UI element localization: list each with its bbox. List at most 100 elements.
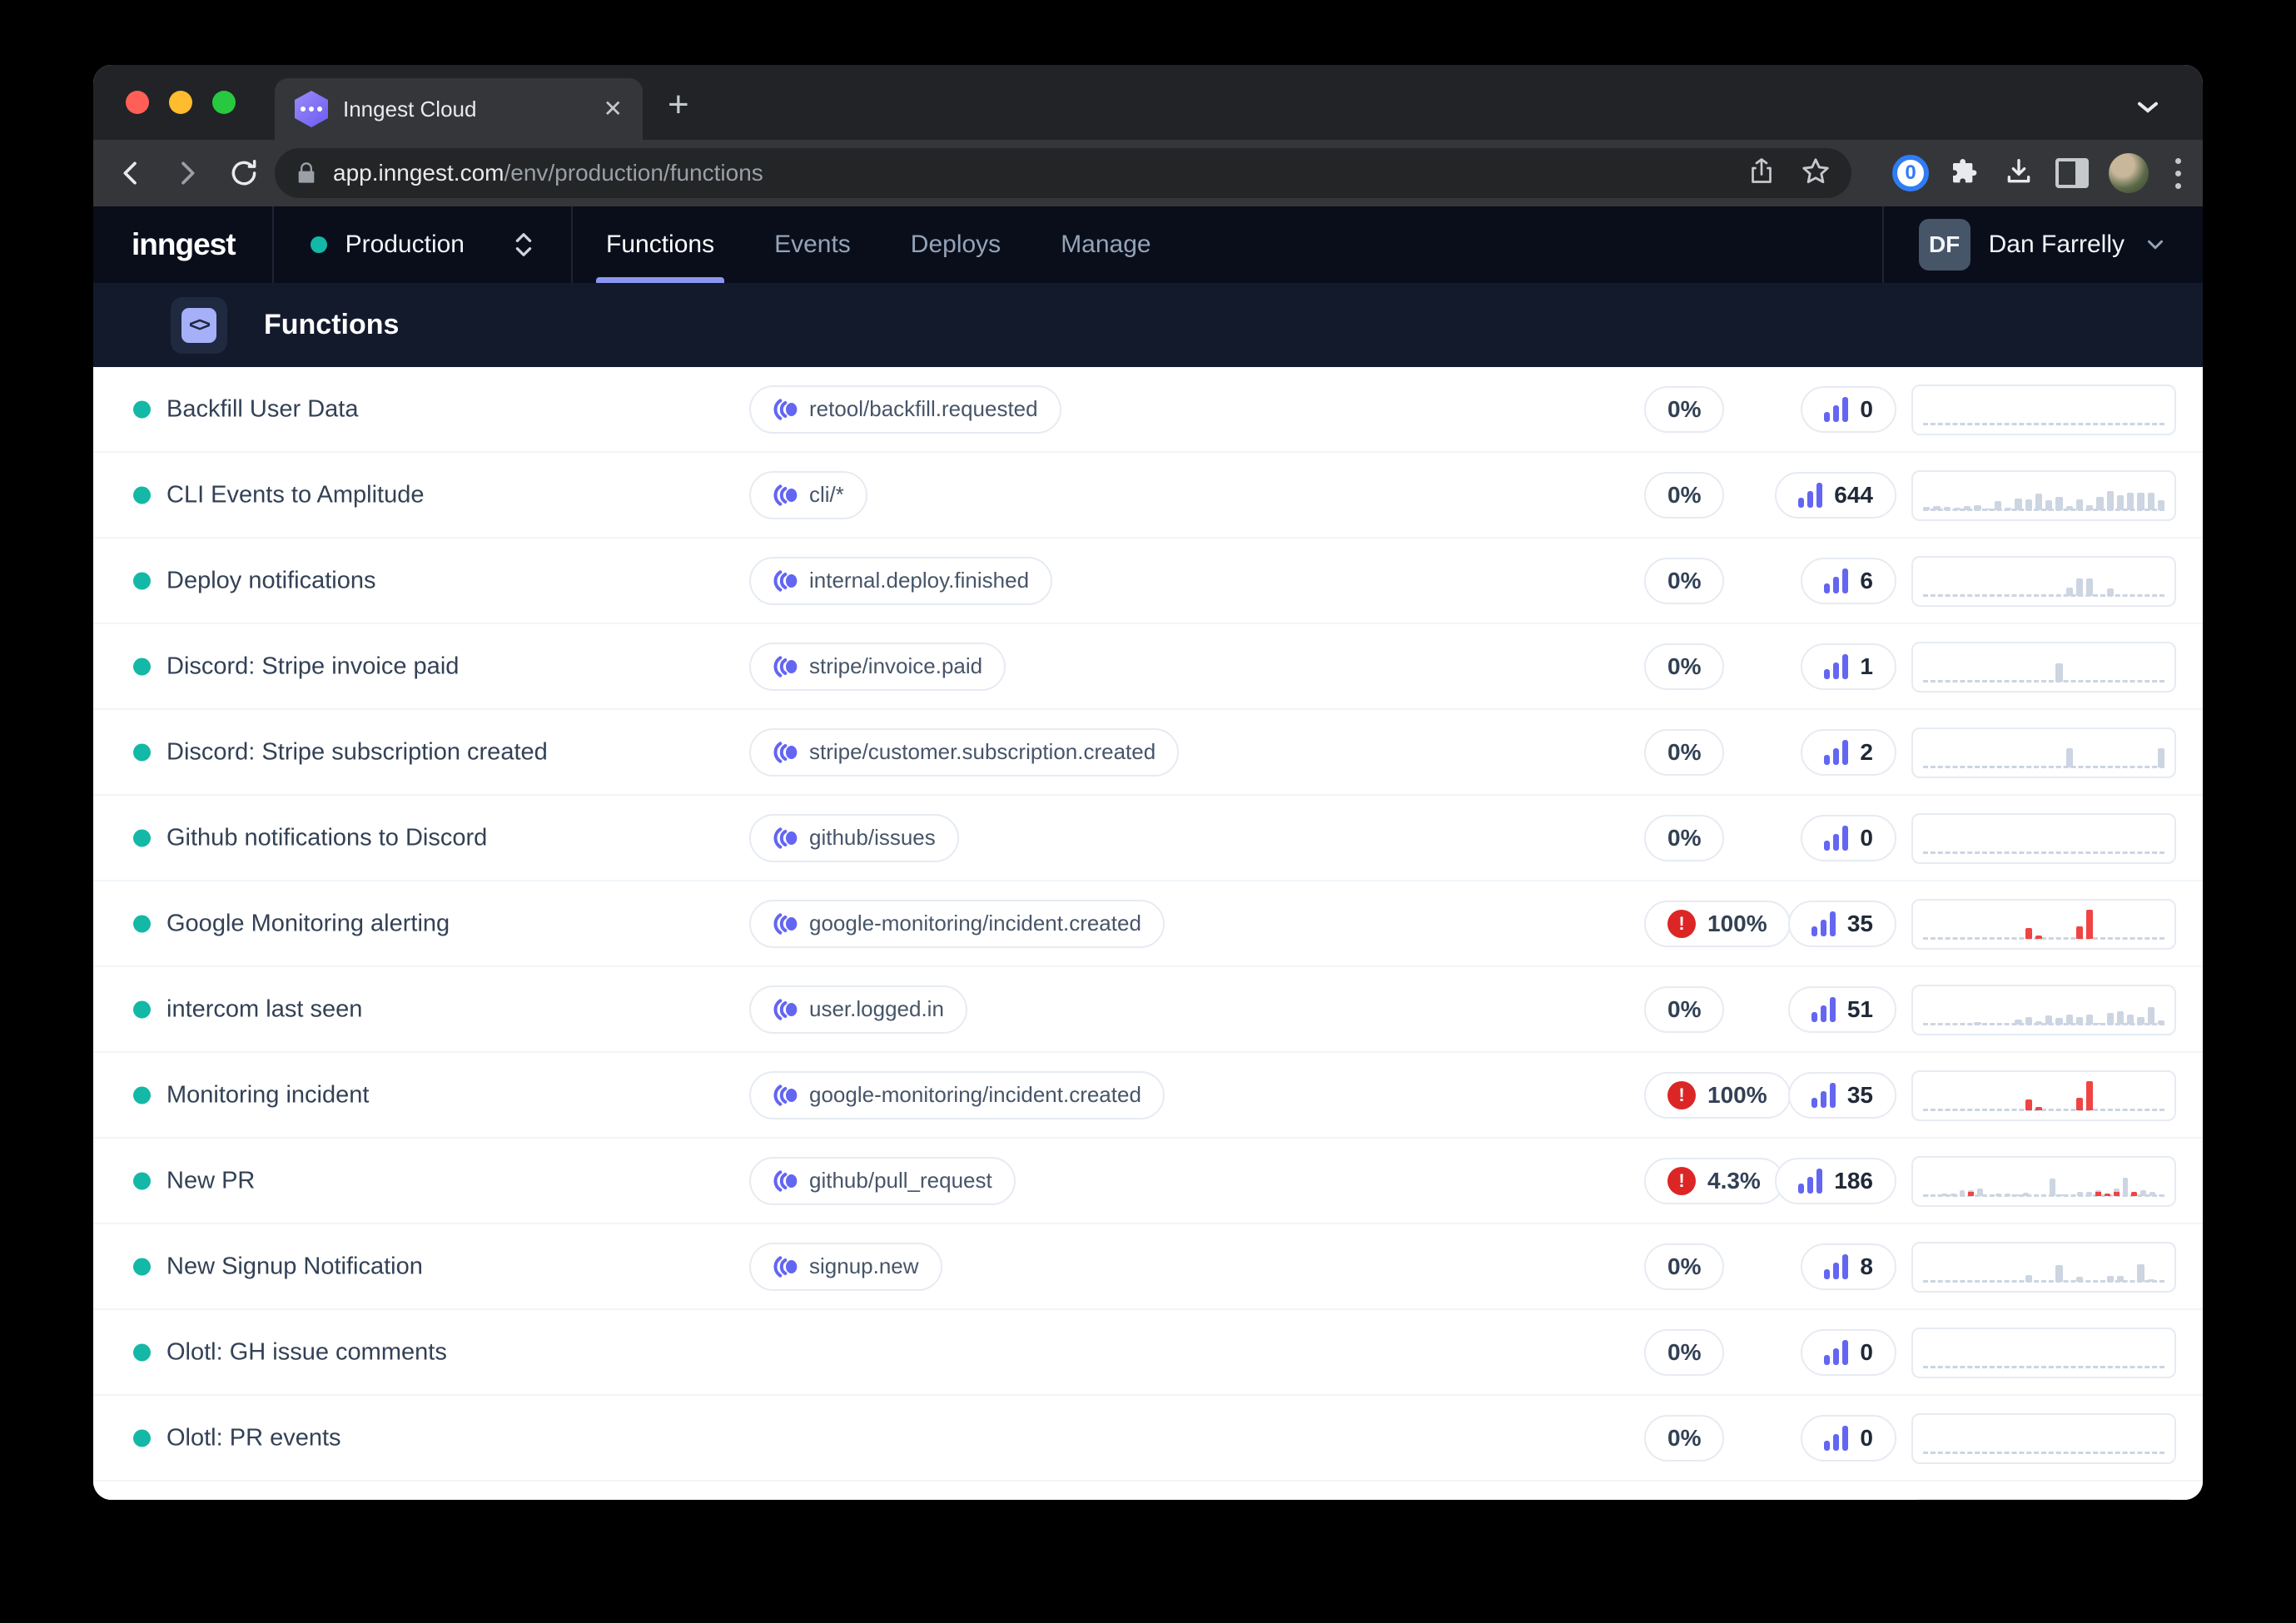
reload-button[interactable] [225, 154, 263, 192]
traffic-lights[interactable] [126, 91, 236, 114]
activity-sparkline [1911, 985, 2176, 1035]
event-trigger-badge: stripe/customer.subscription.created [749, 727, 1180, 777]
function-row[interactable]: Discord: Stripe invoice paid stripe/invoi… [93, 624, 2203, 710]
extensions-puzzle-icon[interactable] [1949, 155, 1982, 192]
event-trigger-icon [773, 1084, 798, 1106]
bar-chart-icon [1811, 1082, 1836, 1108]
tab-manage[interactable]: Manage [1061, 231, 1151, 258]
run-count-value: 35 [1846, 910, 1873, 936]
function-row[interactable]: CLI Events to Amplitude cli/* 0% 644 [93, 453, 2203, 539]
function-row[interactable] [93, 1482, 2203, 1500]
minimize-window-button[interactable] [169, 91, 192, 114]
run-count-value: 51 [1846, 995, 1873, 1022]
zoom-window-button[interactable] [212, 91, 236, 114]
failure-rate-badge: 0% [1644, 814, 1725, 861]
event-trigger-name: stripe/customer.subscription.created [809, 739, 1156, 764]
function-status-dot [133, 486, 151, 504]
function-row[interactable]: New Signup Notification signup.new 0% 8 [93, 1224, 2203, 1310]
event-trigger-badge: google-monitoring/incident.created [749, 1070, 1165, 1119]
tab-events[interactable]: Events [774, 231, 851, 258]
failure-rate-badge: 0% [1644, 643, 1725, 690]
sparkline-baseline [1923, 594, 2164, 597]
url-bar[interactable]: app.inngest.com/env/production/functions [275, 148, 1851, 198]
function-name: intercom last seen [166, 995, 363, 1022]
browser-window: Inngest Cloud ✕ + app.inngest.com/env/pr… [93, 65, 2203, 1500]
function-name: Backfill User Data [166, 395, 359, 422]
run-count-badge: 0 [1801, 1328, 1896, 1376]
function-row[interactable]: Olotl: GH issue comments 0% 0 [93, 1310, 2203, 1396]
functions-icon-box: <> [171, 296, 227, 354]
tab-close-icon[interactable]: ✕ [603, 96, 623, 122]
activity-sparkline [1911, 1413, 2176, 1464]
sparkline-baseline [1923, 766, 2164, 768]
activity-sparkline [1911, 556, 2176, 607]
run-count-badge: 8 [1801, 1243, 1896, 1290]
onepassword-extension-icon[interactable]: 0 [1892, 155, 1929, 191]
activity-sparkline [1911, 1156, 2176, 1207]
event-trigger-icon [773, 1169, 798, 1192]
failure-rate-value: 0% [1667, 395, 1702, 422]
bar-chart-icon [1824, 1339, 1849, 1365]
app-nav: inngest Production Functions Events Deploy… [93, 206, 2203, 283]
environment-label: Production [345, 231, 465, 258]
run-count-value: 35 [1846, 1081, 1873, 1108]
tab-search-chevron-icon[interactable] [2131, 90, 2164, 127]
event-trigger-icon [773, 398, 798, 420]
page-header: <> Functions [93, 283, 2203, 367]
run-count-badge: 0 [1801, 814, 1896, 861]
run-count-badge: 35 [1787, 1071, 1896, 1119]
forward-button[interactable] [168, 154, 206, 192]
browser-tab[interactable]: Inngest Cloud ✕ [275, 78, 643, 140]
function-name: Olotl: PR events [166, 1424, 341, 1451]
lock-icon [298, 162, 315, 183]
user-menu[interactable]: DF Dan Farrelly [1884, 219, 2203, 270]
sparkline-baseline [1923, 509, 2164, 511]
sparkline-baseline [1923, 1366, 2164, 1368]
function-row[interactable]: Monitoring incident google-monitoring/inc… [93, 1053, 2203, 1139]
function-row[interactable]: New PR github/pull_request! 4.3% 186 [93, 1139, 2203, 1224]
event-trigger-icon [773, 912, 798, 935]
function-row[interactable]: Backfill User Data retool/backfill.reques… [93, 367, 2203, 453]
downloads-icon[interactable] [2002, 155, 2035, 192]
nav-tabs: Functions Events Deploys Manage [595, 206, 1151, 283]
function-row[interactable]: intercom last seen user.logged.in 0% 51 [93, 967, 2203, 1053]
environment-chevrons-icon [513, 231, 534, 259]
run-count-value: 1 [1860, 653, 1873, 679]
failure-rate-value: 0% [1667, 1424, 1702, 1451]
failure-rate-value: 0% [1667, 1253, 1702, 1279]
function-status-dot [133, 743, 151, 761]
failure-rate-badge: ! 100% [1644, 1071, 1791, 1119]
bookmark-star-icon[interactable] [1800, 156, 1831, 191]
failure-rate-badge: 0% [1644, 728, 1725, 776]
tab-strip: Inngest Cloud ✕ + [93, 65, 2203, 140]
new-tab-button[interactable]: + [668, 84, 689, 125]
event-trigger-icon [773, 741, 798, 763]
event-trigger-name: stripe/invoice.paid [809, 653, 983, 678]
run-count-value: 0 [1860, 824, 1873, 851]
function-name: Google Monitoring alerting [166, 910, 450, 936]
tab-deploys[interactable]: Deploys [910, 231, 1001, 258]
function-status-dot [133, 1000, 151, 1018]
function-row[interactable]: Google Monitoring alerting google-monitor… [93, 881, 2203, 967]
back-button[interactable] [112, 154, 150, 192]
close-window-button[interactable] [126, 91, 149, 114]
activity-sparkline [1911, 1070, 2176, 1121]
function-row[interactable]: Deploy notifications internal.deploy.fini… [93, 539, 2203, 624]
environment-switcher[interactable]: Production [274, 206, 571, 283]
side-panel-icon[interactable] [2055, 158, 2089, 188]
function-row[interactable]: Discord: Stripe subscription created stri… [93, 710, 2203, 796]
function-name: Github notifications to Discord [166, 824, 488, 851]
bar-chart-icon [1798, 1168, 1823, 1194]
share-icon[interactable] [1747, 156, 1777, 191]
event-trigger-name: signup.new [809, 1253, 919, 1278]
tab-functions[interactable]: Functions [595, 206, 725, 283]
browser-profile-avatar[interactable] [2109, 153, 2149, 193]
function-status-dot [133, 572, 151, 589]
browser-menu-icon[interactable] [2169, 157, 2188, 189]
function-row[interactable]: Github notifications to Discord github/is… [93, 796, 2203, 881]
function-row[interactable]: Olotl: PR events 0% 0 [93, 1396, 2203, 1482]
error-icon: ! [1667, 1080, 1696, 1109]
failure-rate-value: 0% [1667, 1338, 1702, 1365]
failure-rate-badge: 0% [1644, 1243, 1725, 1290]
event-trigger-badge: stripe/invoice.paid [749, 642, 1006, 691]
